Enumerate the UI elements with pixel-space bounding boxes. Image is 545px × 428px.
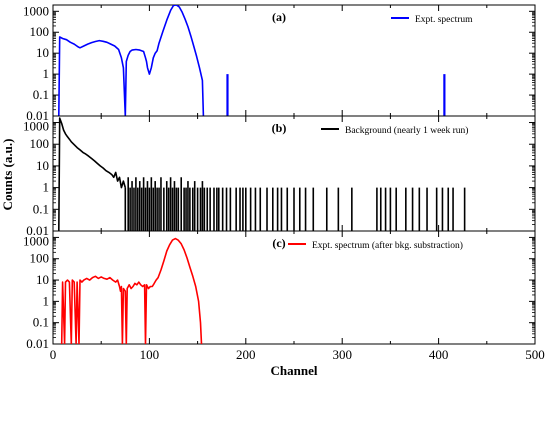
x-tick-label: 100 — [140, 347, 160, 362]
x-axis-label: Channel — [271, 363, 318, 378]
x-tick-label: 500 — [525, 347, 545, 362]
panel-c: 0.01 0.1 1 10 100 1000 (c) Expt. spectrum (afte… — [23, 230, 536, 351]
y-tick-label: 100 — [30, 24, 50, 39]
series-b-line — [58, 117, 127, 231]
x-tick-label: 0 — [50, 347, 57, 362]
y-tick-label: 10 — [36, 45, 49, 60]
panel-a: 0.01 0.1 1 10 100 1000 (a) Expt. spectrum — [23, 3, 536, 123]
y-tick-label: 100 — [30, 136, 50, 151]
y-tick-label: 1000 — [23, 233, 49, 248]
legend-b: Background (nearly 1 week run) — [321, 125, 468, 136]
legend-a: Expt. spectrum — [391, 15, 473, 25]
y-axis-label: Counts (a.u.) — [0, 139, 15, 211]
legend-label: Expt. spectrum (after bkg. substraction) — [312, 240, 463, 251]
legend-c: Expt. spectrum (after bkg. substraction) — [288, 240, 463, 251]
y-tick-label: 0.1 — [33, 87, 49, 102]
y-tick-label: 0.01 — [26, 108, 49, 123]
panel-tag-c: (c) — [272, 236, 285, 250]
y-tick-label: 1 — [43, 293, 50, 308]
x-axis-tick-labels: 0 100 200 300 400 500 — [50, 347, 545, 362]
legend-label: Background (nearly 1 week run) — [345, 125, 468, 136]
y-tick-label: 1 — [43, 180, 50, 195]
y-tick-label: 1000 — [23, 3, 49, 18]
y-tick-label: 0.1 — [33, 315, 49, 330]
panel-b: 0.01 0.1 1 10 100 1000 (b) Background (nearly 1… — [23, 115, 536, 238]
y-tick-label: 0.01 — [26, 223, 49, 238]
panel-tag-b: (b) — [272, 121, 287, 135]
y-tick-label: 1 — [43, 66, 50, 81]
y-tick-label: 10 — [36, 158, 49, 173]
series-a-line — [58, 5, 205, 116]
y-tick-label: 0.01 — [26, 336, 49, 351]
x-tick-label: 300 — [332, 347, 352, 362]
y-tick-label: 0.1 — [33, 201, 49, 216]
y-tick-label: 100 — [30, 251, 50, 266]
x-tick-label: 400 — [429, 347, 449, 362]
y-tick-label: 10 — [36, 272, 49, 287]
legend-label: Expt. spectrum — [415, 15, 473, 25]
series-c-line — [60, 237, 203, 344]
y-tick-label: 1000 — [23, 119, 49, 134]
x-tick-label: 200 — [236, 347, 256, 362]
panel-tag-a: (a) — [272, 10, 286, 24]
